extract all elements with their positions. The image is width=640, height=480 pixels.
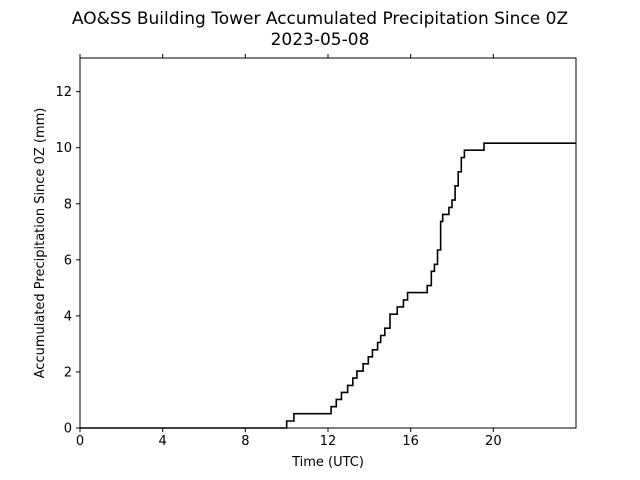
x-tick-label: 4: [159, 434, 167, 449]
chart-title: AO&SS Building Tower Accumulated Precipi…: [72, 9, 568, 29]
y-tick-label: 10: [55, 141, 72, 156]
x-tick-label: 20: [485, 434, 502, 449]
y-tick-label: 0: [64, 422, 72, 437]
y-tick-label: 4: [64, 309, 72, 324]
x-tick-label: 0: [76, 434, 84, 449]
x-tick-label: 8: [241, 434, 249, 449]
x-axis: 0 4 8 12 16 20: [76, 54, 502, 449]
chart-subtitle: 2023-05-08: [271, 30, 370, 50]
y-tick-label: 6: [64, 253, 72, 268]
x-axis-label: Time (UTC): [291, 455, 364, 470]
x-tick-label: 16: [402, 434, 419, 449]
y-tick-label: 12: [55, 85, 72, 100]
y-axis: 0 2 4 6 8 10 12: [55, 85, 80, 437]
plot-frame: [79, 57, 577, 429]
plot-area: [80, 142, 576, 429]
y-tick-label: 8: [64, 197, 72, 212]
y-tick-label: 2: [64, 365, 72, 380]
series-line: [80, 142, 576, 429]
y-axis-label: Accumulated Precipitation Since 0Z (mm): [33, 108, 48, 379]
x-tick-label: 12: [320, 434, 337, 449]
